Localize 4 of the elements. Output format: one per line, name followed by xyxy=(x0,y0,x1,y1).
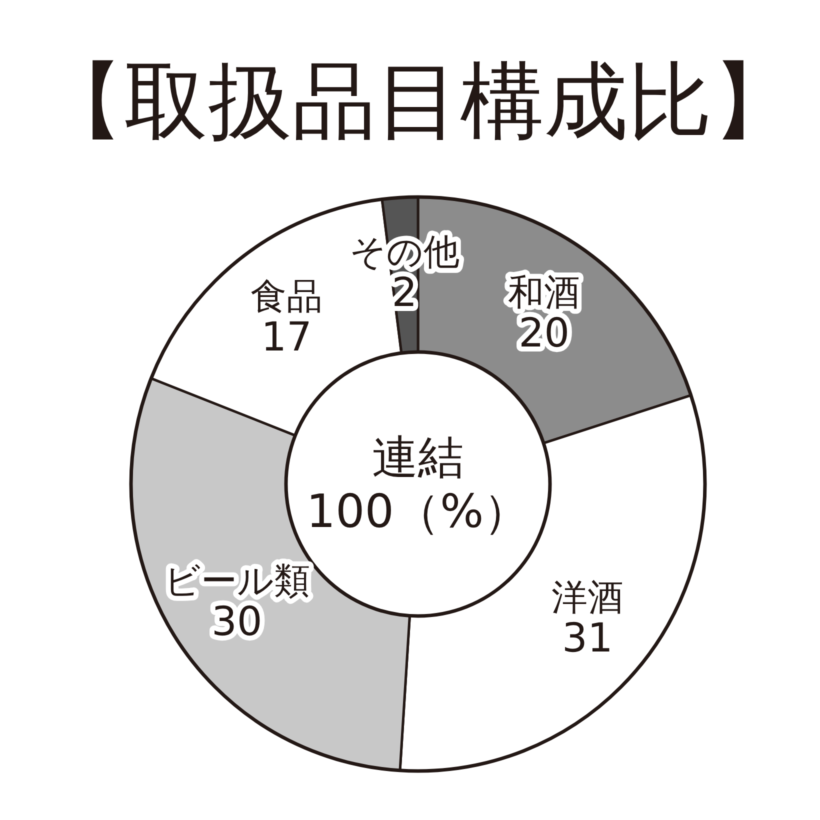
text: 100（%） xyxy=(306,484,530,538)
data-label: 2 xyxy=(392,270,418,316)
text: 連結 xyxy=(372,430,464,484)
chart-title: 【取扱品目構成比】 xyxy=(40,52,796,150)
